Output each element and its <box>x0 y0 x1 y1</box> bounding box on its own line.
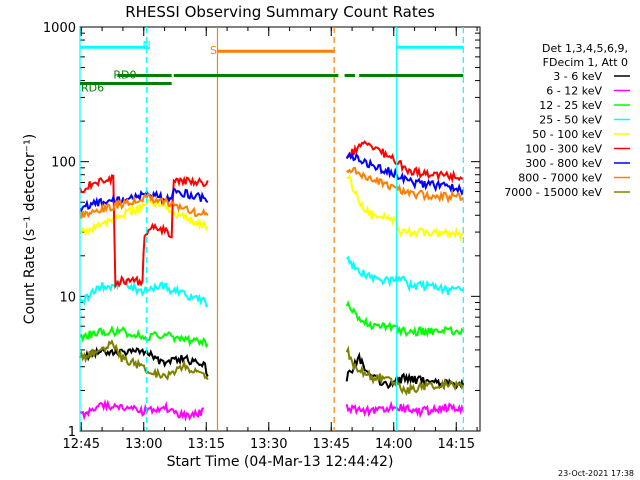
y-tick-label: 10 <box>59 290 76 305</box>
generation-timestamp: 23-Oct-2021 17:38 <box>558 469 634 478</box>
y-tick-label: 1 <box>68 425 76 440</box>
x-tick-label: 12:45 <box>63 437 100 452</box>
state-overlay-layer: N S RD0 RD6 <box>79 27 464 431</box>
x-axis-label: Start Time (04-Mar-13 12:44:42) <box>167 454 394 470</box>
axes-layer: 1 10 100 1000 12:45 13:00 13:15 13:30 13:45 14:00… <box>43 21 480 452</box>
legend-entry-label: 800 - 7000 keV <box>518 172 602 185</box>
legend-header: FDecim 1, Att 0 <box>543 56 628 69</box>
chart-title: RHESSI Observing Summary Count Rates <box>125 3 435 21</box>
series-layer <box>79 139 465 422</box>
legend-entry-label: 300 - 800 keV <box>525 157 602 170</box>
x-tick-label: 13:45 <box>313 437 350 452</box>
state-bar-label: RD0 <box>113 68 136 81</box>
series-line <box>79 339 465 397</box>
series-line <box>79 255 464 308</box>
series-line <box>79 139 464 290</box>
series-line <box>79 300 465 349</box>
x-tick-label: 14:15 <box>438 437 475 452</box>
legend-entry-label: 12 - 25 keV <box>539 99 602 112</box>
legend-entry-label: 50 - 100 keV <box>532 128 602 141</box>
legend-entry-label: 6 - 12 keV <box>546 85 602 98</box>
x-tick-label: 13:00 <box>125 437 162 452</box>
series-line <box>79 174 464 243</box>
legend-entry-label: 25 - 50 keV <box>539 114 602 127</box>
x-tick-label: 13:30 <box>250 437 287 452</box>
series-line <box>79 398 465 422</box>
state-bar-label: N <box>143 39 151 52</box>
legend-header: Det 1,3,4,5,6,9, <box>542 42 628 55</box>
x-tick-label: 14:00 <box>375 437 412 452</box>
series-line <box>79 166 465 219</box>
state-bar-label: RD6 <box>81 82 104 95</box>
legend-entry-label: 3 - 6 keV <box>553 70 602 83</box>
y-tick-label: 1000 <box>43 21 76 36</box>
y-axis-label: Count Rate (s⁻¹ detector⁻¹) <box>22 134 38 324</box>
legend-entry-label: 7000 - 15000 keV <box>504 186 602 199</box>
legend: Det 1,3,4,5,6,9,FDecim 1, Att 03 - 6 keV… <box>504 42 630 199</box>
legend-entry-label: 100 - 300 keV <box>525 143 602 156</box>
state-bar-label: S <box>210 44 217 57</box>
x-tick-label: 13:15 <box>188 437 225 452</box>
y-tick-label: 100 <box>51 156 76 171</box>
